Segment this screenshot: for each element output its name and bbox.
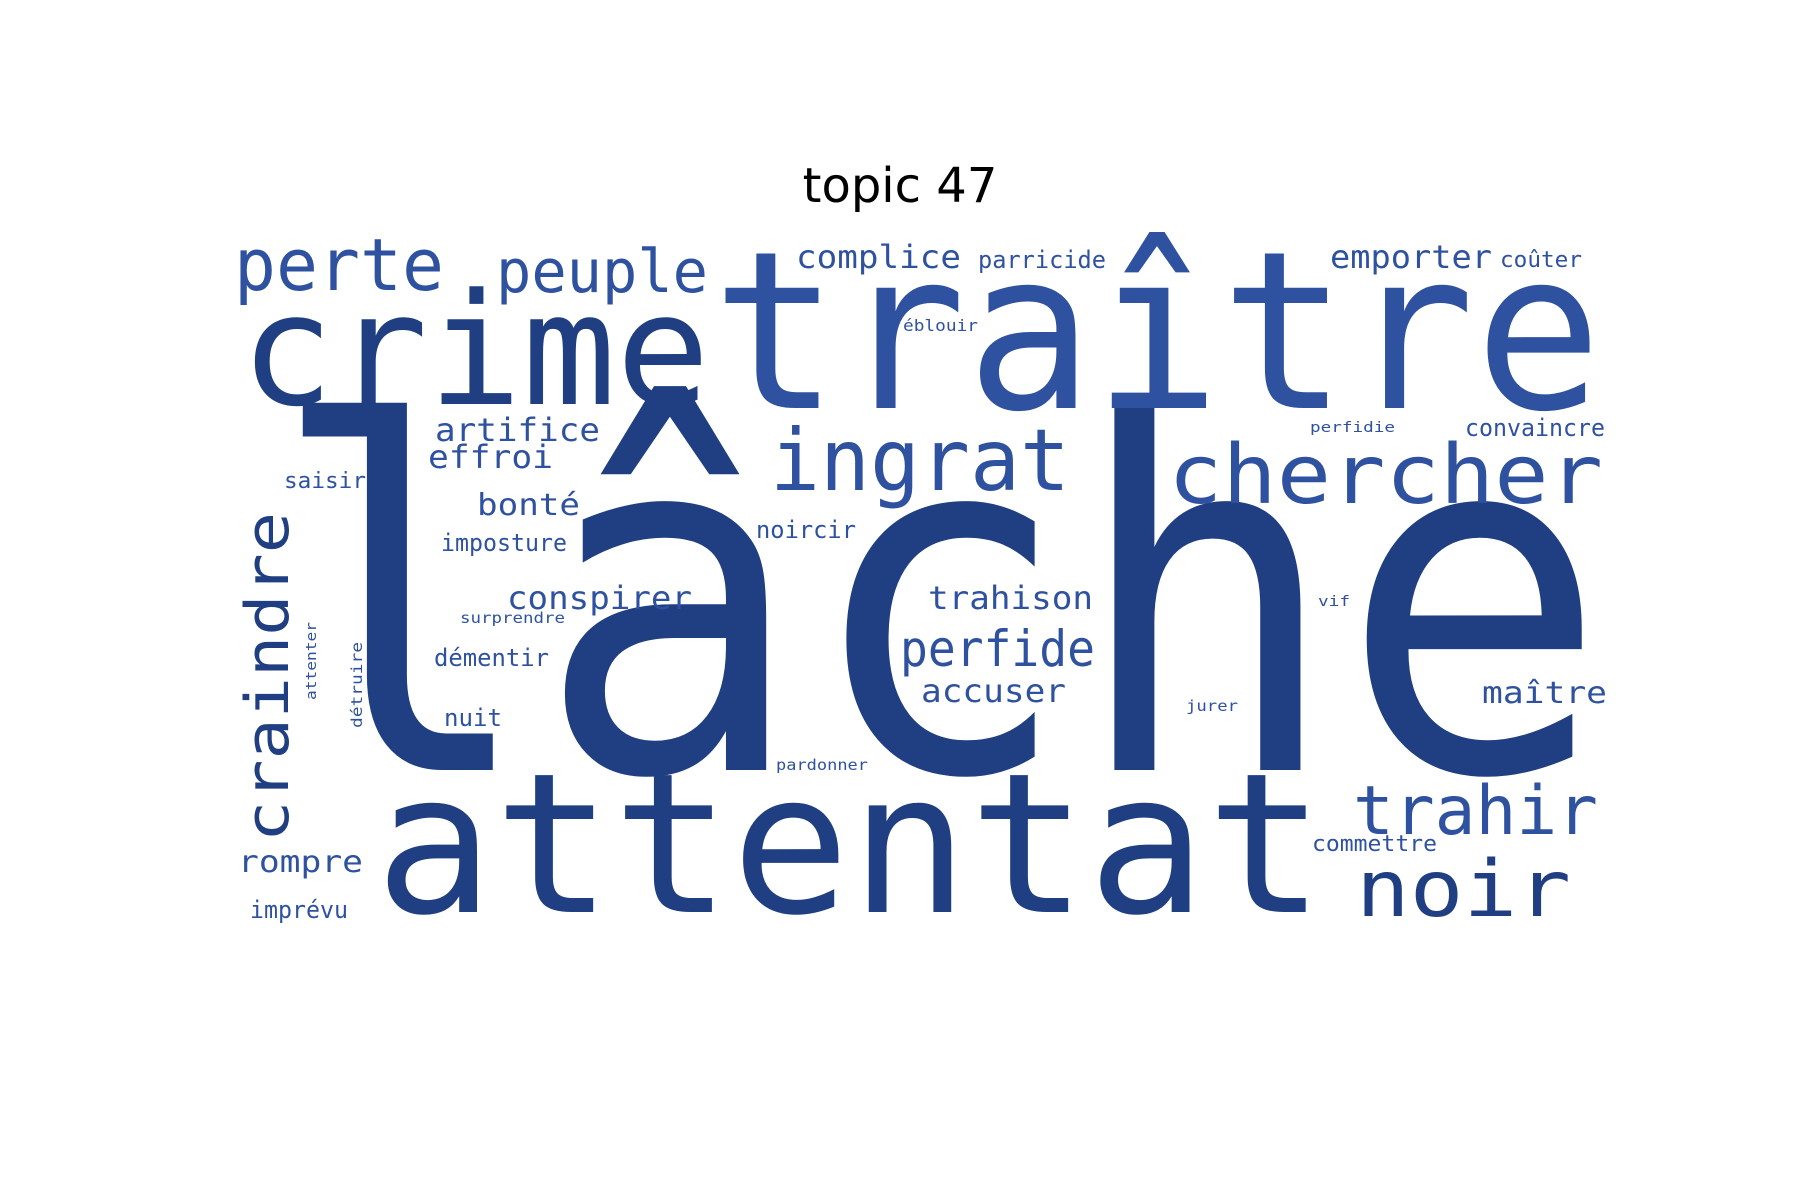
- word-eblouir: éblouir: [903, 316, 978, 335]
- word-perfide: perfide: [900, 620, 1095, 678]
- word-couter: coûter: [1500, 248, 1582, 273]
- word-bonte: bonté: [477, 488, 580, 523]
- word-saisir: saisir: [284, 469, 366, 494]
- word-pardonner: pardonner: [776, 756, 868, 774]
- word-artifice: artifice: [435, 411, 600, 449]
- word-surprendre: surprendre: [460, 609, 565, 627]
- word-attenter: attenter: [304, 622, 320, 700]
- word-detruire: détruire: [348, 642, 366, 728]
- word-complice: complice: [796, 238, 961, 276]
- word-conspirer: conspirer: [507, 579, 692, 617]
- word-imposture: imposture: [441, 529, 567, 557]
- word-noircir: noircir: [756, 516, 856, 544]
- word-trahir: trahir: [1353, 772, 1598, 851]
- word-vif: vif: [1318, 594, 1350, 610]
- word-attentat: attentat: [375, 731, 1325, 958]
- word-peuple: peuple: [496, 237, 708, 307]
- word-craindre: craindre: [233, 512, 303, 842]
- word-emporter: emporter: [1330, 238, 1492, 276]
- word-maitre: maître: [1482, 676, 1607, 711]
- word-commettre: commettre: [1312, 832, 1437, 857]
- word-jurer: jurer: [1186, 697, 1238, 715]
- word-perte: perte: [234, 223, 444, 307]
- word-effroi: effroi: [428, 438, 553, 476]
- word-crime: crime: [240, 260, 710, 441]
- word-dementir: démentir: [434, 644, 549, 672]
- word-nuit: nuit: [444, 704, 502, 732]
- word-perfidie: perfidie: [1310, 420, 1395, 436]
- word-chercher: chercher: [1168, 428, 1603, 523]
- chart-title: topic 47: [802, 158, 998, 214]
- word-noir: noir: [1356, 845, 1571, 935]
- word-rompre: rompre: [238, 845, 363, 880]
- word-convaincre: convaincre: [1465, 414, 1605, 442]
- word-imprevu: imprévu: [250, 896, 348, 924]
- word-lache: lâche: [268, 325, 1608, 884]
- word-parricide: parricide: [978, 246, 1106, 274]
- word-traitre: traître: [712, 204, 1602, 460]
- word-accuser: accuser: [921, 672, 1066, 710]
- word-trahison: trahison: [928, 579, 1093, 617]
- word-ingrat: ingrat: [770, 411, 1070, 511]
